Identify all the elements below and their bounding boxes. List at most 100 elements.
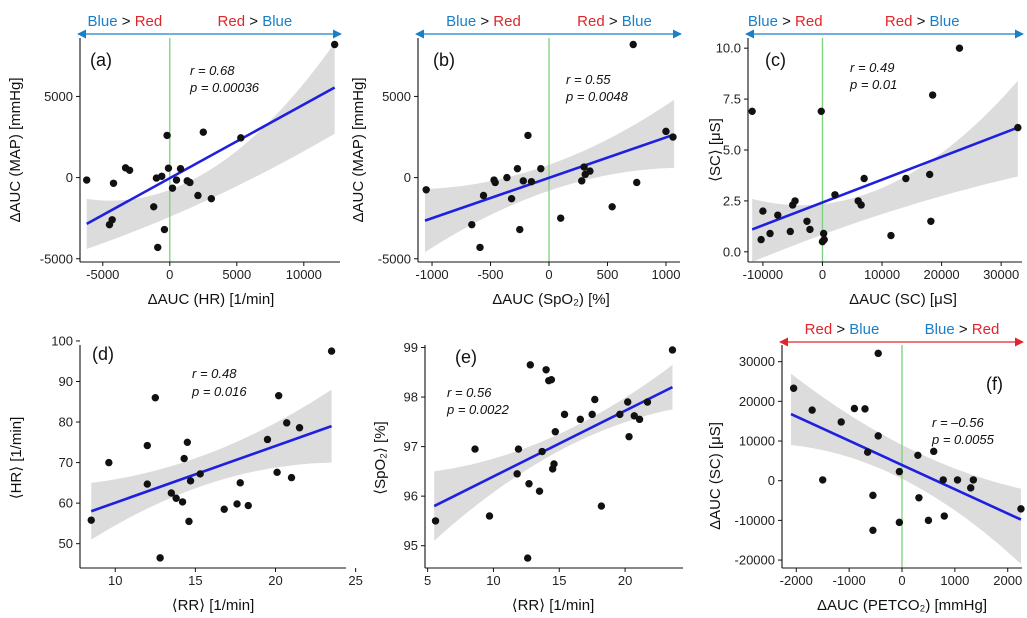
p-annotation: p = 0.0022 <box>446 402 510 417</box>
data-point <box>591 395 599 404</box>
x-tick-label: 10 <box>108 573 122 588</box>
data-point <box>662 127 670 136</box>
data-point <box>327 347 336 355</box>
data-point <box>194 191 202 200</box>
data-point <box>524 131 532 140</box>
data-point <box>547 375 556 384</box>
data-point <box>172 176 181 184</box>
data-point <box>180 454 188 463</box>
y-axis-label: ⟨SC⟩ [μS] <box>707 118 724 182</box>
x-tick-label: -500 <box>478 267 504 282</box>
p-annotation: p = 0.00036 <box>189 80 260 95</box>
data-point <box>105 458 113 467</box>
y-tick-label: 10000 <box>739 434 775 449</box>
y-axis-label: ⟨HR⟩ [1/min] <box>8 417 25 500</box>
y-tick-label: 80 <box>59 415 73 430</box>
data-point <box>930 447 938 456</box>
data-point <box>766 229 774 238</box>
data-point <box>819 476 827 484</box>
regression-line <box>86 86 336 225</box>
data-point <box>160 225 169 234</box>
data-point <box>125 166 134 174</box>
data-point <box>1014 123 1022 132</box>
data-point <box>624 398 632 406</box>
x-tick-label: 2000 <box>993 573 1022 588</box>
data-point <box>967 484 975 492</box>
x-tick-label: -1000 <box>833 573 866 588</box>
chart-panel-f: (f) r = –0.56 p = 0.0055 ΔAUC (PETCO₂) [… <box>707 321 1025 614</box>
r-annotation: r = –0.56 <box>932 415 984 430</box>
data-point <box>87 516 95 524</box>
x-tick-label: 10000 <box>864 267 900 282</box>
data-point <box>178 498 187 506</box>
data-point <box>172 494 180 502</box>
y-tick-label: -5000 <box>40 251 73 266</box>
data-point <box>263 435 272 444</box>
data-point <box>468 220 476 229</box>
data-point <box>186 178 194 187</box>
data-point <box>759 207 767 215</box>
y-tick-label: 0 <box>66 170 73 185</box>
direction-label-left: Blue > Red <box>88 13 163 30</box>
panel-label: (d) <box>92 344 114 364</box>
data-point <box>526 361 535 369</box>
y-tick-label: 100 <box>51 333 73 348</box>
data-point <box>422 186 430 194</box>
data-point <box>955 44 964 52</box>
x-tick-label: 5000 <box>222 267 251 282</box>
y-axis-label: ⟨SpO₂⟩ [%] <box>372 421 389 494</box>
data-point <box>158 172 166 180</box>
data-point <box>895 518 904 527</box>
r-annotation: r = 0.55 <box>566 72 611 87</box>
data-point <box>803 217 811 225</box>
data-point <box>791 197 799 205</box>
chart-panel-d: (d) r = 0.48 p = 0.016 ⟨RR⟩ [1/min] ⟨HR⟩… <box>8 333 363 614</box>
x-tick-label: 25 <box>348 573 362 588</box>
y-tick-label: 70 <box>59 455 73 470</box>
data-point <box>819 229 828 238</box>
direction-label-left: Red > Blue <box>805 321 880 338</box>
x-tick-label: -10000 <box>743 267 783 282</box>
y-tick-label: 30000 <box>739 354 775 369</box>
data-point <box>233 500 241 508</box>
data-point <box>535 487 544 495</box>
data-point <box>940 512 948 520</box>
data-point <box>633 178 641 187</box>
data-point <box>556 214 565 222</box>
data-point <box>1017 505 1025 513</box>
x-axis-label: ΔAUC (SC) [μS] <box>849 291 957 308</box>
x-tick-label: 500 <box>597 267 619 282</box>
y-tick-label: 5.0 <box>723 143 741 158</box>
data-point <box>869 491 877 500</box>
data-point <box>588 410 596 419</box>
data-point <box>953 476 962 484</box>
data-point <box>915 494 923 502</box>
x-tick-label: 0 <box>545 267 552 282</box>
data-point <box>874 349 882 358</box>
data-point <box>476 243 484 252</box>
data-point <box>513 470 521 478</box>
data-point <box>156 554 164 562</box>
y-tick-label: 95 <box>404 538 418 553</box>
x-tick-label: 10000 <box>286 267 322 282</box>
regression-line <box>433 385 674 508</box>
x-tick-label: 20000 <box>924 267 960 282</box>
x-axis-label: ΔAUC (SpO₂) [%] <box>492 291 610 308</box>
data-point <box>643 398 652 406</box>
y-tick-label: 2.5 <box>723 193 741 208</box>
data-point <box>551 428 560 436</box>
data-point <box>176 164 185 173</box>
data-point <box>914 451 922 460</box>
data-point <box>164 164 173 172</box>
data-point <box>150 203 158 211</box>
x-tick-label: 10 <box>486 573 500 588</box>
r-annotation: r = 0.49 <box>850 60 894 75</box>
data-point <box>874 432 882 440</box>
confidence-band <box>86 42 335 250</box>
x-tick-label: 0 <box>819 267 826 282</box>
r-annotation: r = 0.68 <box>190 63 235 78</box>
direction-label-right: Blue > Red <box>925 321 1000 338</box>
data-point <box>516 225 524 234</box>
data-point <box>479 191 488 200</box>
